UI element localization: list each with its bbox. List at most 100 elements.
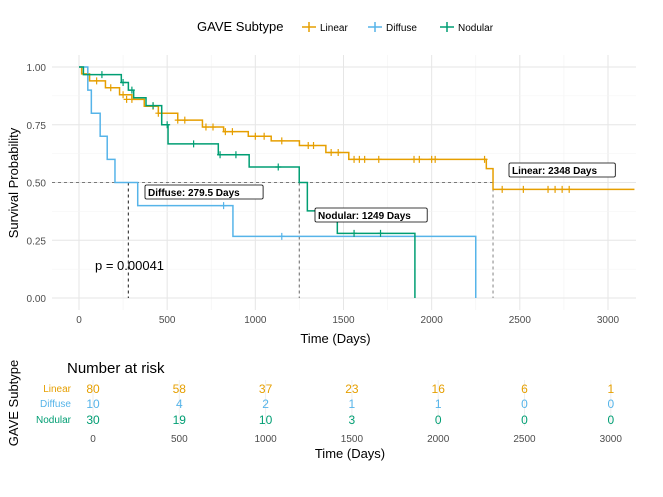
censor-mark (181, 116, 188, 124)
censor-mark (210, 123, 217, 131)
risk-count: 0 (607, 413, 614, 427)
risk-count: 0 (521, 397, 528, 411)
risk-y-axis-title: GAVE Subtype (6, 360, 21, 446)
censor-mark (278, 137, 285, 145)
risk-count: 19 (173, 413, 187, 427)
legend-label: Diffuse (386, 23, 417, 34)
risk-x-axis-title: Time (Days) (315, 446, 385, 461)
censor-mark (351, 229, 358, 237)
median-label-box (144, 184, 264, 200)
censor-mark (377, 229, 384, 237)
censor-mark (552, 185, 559, 193)
risk-count: 4 (176, 397, 183, 411)
censor-mark (559, 185, 566, 193)
censor-mark (411, 155, 418, 163)
y-tick-label: 0.00 (27, 294, 47, 305)
censor-mark (375, 155, 382, 163)
censor-mark (123, 95, 130, 103)
censor-mark (217, 151, 224, 159)
censor-mark (128, 95, 135, 103)
risk-x-tick-label: 0 (90, 434, 96, 445)
risk-count: 37 (259, 382, 273, 396)
risk-count: 3 (349, 413, 356, 427)
risk-count: 6 (521, 382, 528, 396)
censor-mark (351, 155, 358, 163)
risk-x-tick-label: 1000 (254, 434, 277, 445)
censor-mark (128, 86, 135, 94)
median-label-box (314, 207, 428, 223)
median-label: Nodular: 1249 Days (318, 211, 411, 222)
y-tick-label: 0.75 (27, 121, 47, 132)
survival-curve-linear (79, 66, 635, 191)
risk-count: 1 (435, 397, 442, 411)
risk-count: 58 (173, 382, 187, 396)
risk-count: 23 (345, 382, 359, 396)
censor-mark (222, 128, 229, 136)
censor-mark (164, 121, 171, 129)
censor-mark (432, 155, 439, 163)
legend-key-nodular (440, 22, 454, 32)
censor-mark (150, 102, 157, 110)
censor-mark (545, 185, 552, 193)
risk-row-label: Nodular (36, 415, 72, 426)
risk-count: 80 (86, 382, 100, 396)
median-label-box (508, 162, 616, 178)
censor-mark (252, 132, 259, 140)
x-tick-label: 1000 (244, 315, 267, 326)
risk-x-tick-label: 1500 (341, 434, 364, 445)
median-label: Linear: 2348 Days (512, 166, 597, 177)
risk-row-label: Linear (43, 384, 71, 395)
risk-count: 0 (607, 397, 614, 411)
censor-mark (120, 78, 127, 86)
censor-mark (93, 77, 100, 85)
legend-key-linear (302, 22, 316, 32)
risk-row-label: Diffuse (40, 399, 71, 410)
censor-mark (361, 155, 368, 163)
censor-mark (520, 185, 527, 193)
censor-mark (566, 185, 573, 193)
risk-x-tick-label: 500 (171, 434, 188, 445)
censor-mark (98, 71, 105, 79)
x-tick-label: 0 (76, 315, 82, 326)
censor-mark (335, 148, 342, 156)
censor-mark (499, 185, 506, 193)
censor-mark (310, 142, 317, 150)
censor-mark (275, 163, 282, 171)
risk-count: 1 (607, 382, 614, 396)
censor-mark (107, 84, 114, 92)
y-tick-label: 1.00 (27, 63, 47, 74)
median-label: Diffuse: 279.5 Days (148, 188, 240, 199)
risk-count: 10 (259, 413, 273, 427)
censor-mark (220, 202, 227, 210)
censor-mark (261, 132, 268, 140)
x-axis-title: Time (Days) (300, 331, 370, 346)
x-tick-label: 1500 (332, 315, 355, 326)
risk-count: 0 (435, 413, 442, 427)
legend-title: GAVE Subtype (197, 19, 283, 34)
survival-curve-diffuse (79, 66, 477, 298)
censor-mark (328, 148, 335, 156)
censor-mark (190, 140, 197, 148)
risk-x-tick-label: 3000 (600, 434, 623, 445)
legend-key-diffuse (368, 22, 382, 32)
censor-mark (120, 91, 127, 99)
risk-count: 0 (521, 413, 528, 427)
censor-mark (202, 123, 209, 131)
risk-count: 16 (432, 382, 446, 396)
risk-count: 1 (349, 397, 356, 411)
censor-mark (278, 232, 285, 240)
censor-mark (232, 151, 239, 159)
legend-label: Nodular (458, 23, 494, 34)
x-tick-label: 2500 (509, 315, 532, 326)
censor-mark (481, 155, 488, 163)
y-tick-label: 0.25 (27, 236, 47, 247)
x-tick-label: 2000 (421, 315, 444, 326)
censor-mark (174, 116, 181, 124)
risk-x-tick-label: 2500 (513, 434, 536, 445)
x-tick-label: 500 (159, 315, 176, 326)
y-tick-label: 0.50 (27, 179, 47, 190)
risk-count: 30 (86, 413, 100, 427)
risk-x-tick-label: 2000 (427, 434, 450, 445)
